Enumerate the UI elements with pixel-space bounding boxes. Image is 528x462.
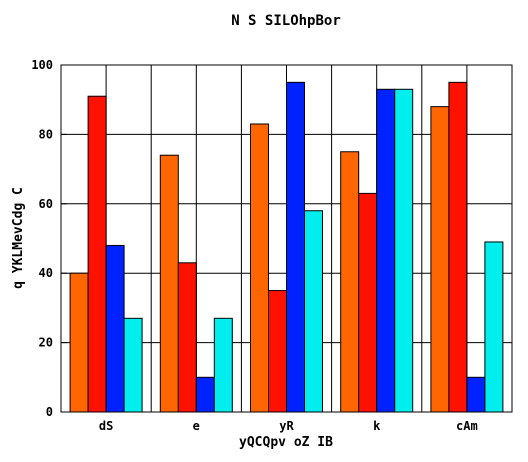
y-tick-label: 80 (39, 127, 53, 141)
bar (430, 106, 450, 413)
bar (213, 317, 233, 413)
x-axis-label: yQCQpv oZ IB (239, 435, 333, 450)
bar (286, 81, 305, 413)
bar (376, 88, 396, 413)
y-axis-label: q YKLMevCdg C (11, 187, 26, 289)
y-tick-label: 60 (39, 197, 53, 211)
bar (394, 88, 414, 413)
x-tick-label: e (193, 419, 200, 433)
bar (448, 81, 468, 413)
x-tick-label: yR (279, 419, 294, 433)
bar (466, 376, 486, 413)
bar (87, 95, 107, 413)
bar (250, 123, 269, 413)
bar (358, 192, 378, 413)
y-tick-label: 40 (39, 266, 53, 280)
y-tick-label: 0 (46, 405, 53, 419)
bar (195, 376, 215, 413)
bar (484, 241, 504, 413)
bar (159, 154, 179, 413)
bar (177, 262, 197, 413)
bar (268, 290, 287, 413)
y-tick-label: 20 (39, 336, 53, 350)
x-tick-label: k (373, 419, 381, 433)
bar (123, 317, 143, 413)
bar (304, 210, 323, 413)
bar (105, 244, 125, 413)
plot-area: 0 20 40 60 80 100 dS e yR k cAm (31, 58, 513, 433)
bar (69, 272, 89, 413)
x-tick-label: dS (99, 419, 113, 433)
chart-title: N S SILOhpBor (231, 13, 341, 29)
plot-frame (60, 64, 513, 413)
y-tick-label: 100 (31, 58, 53, 72)
x-tick-label: cAm (456, 419, 478, 433)
bar (340, 151, 360, 413)
